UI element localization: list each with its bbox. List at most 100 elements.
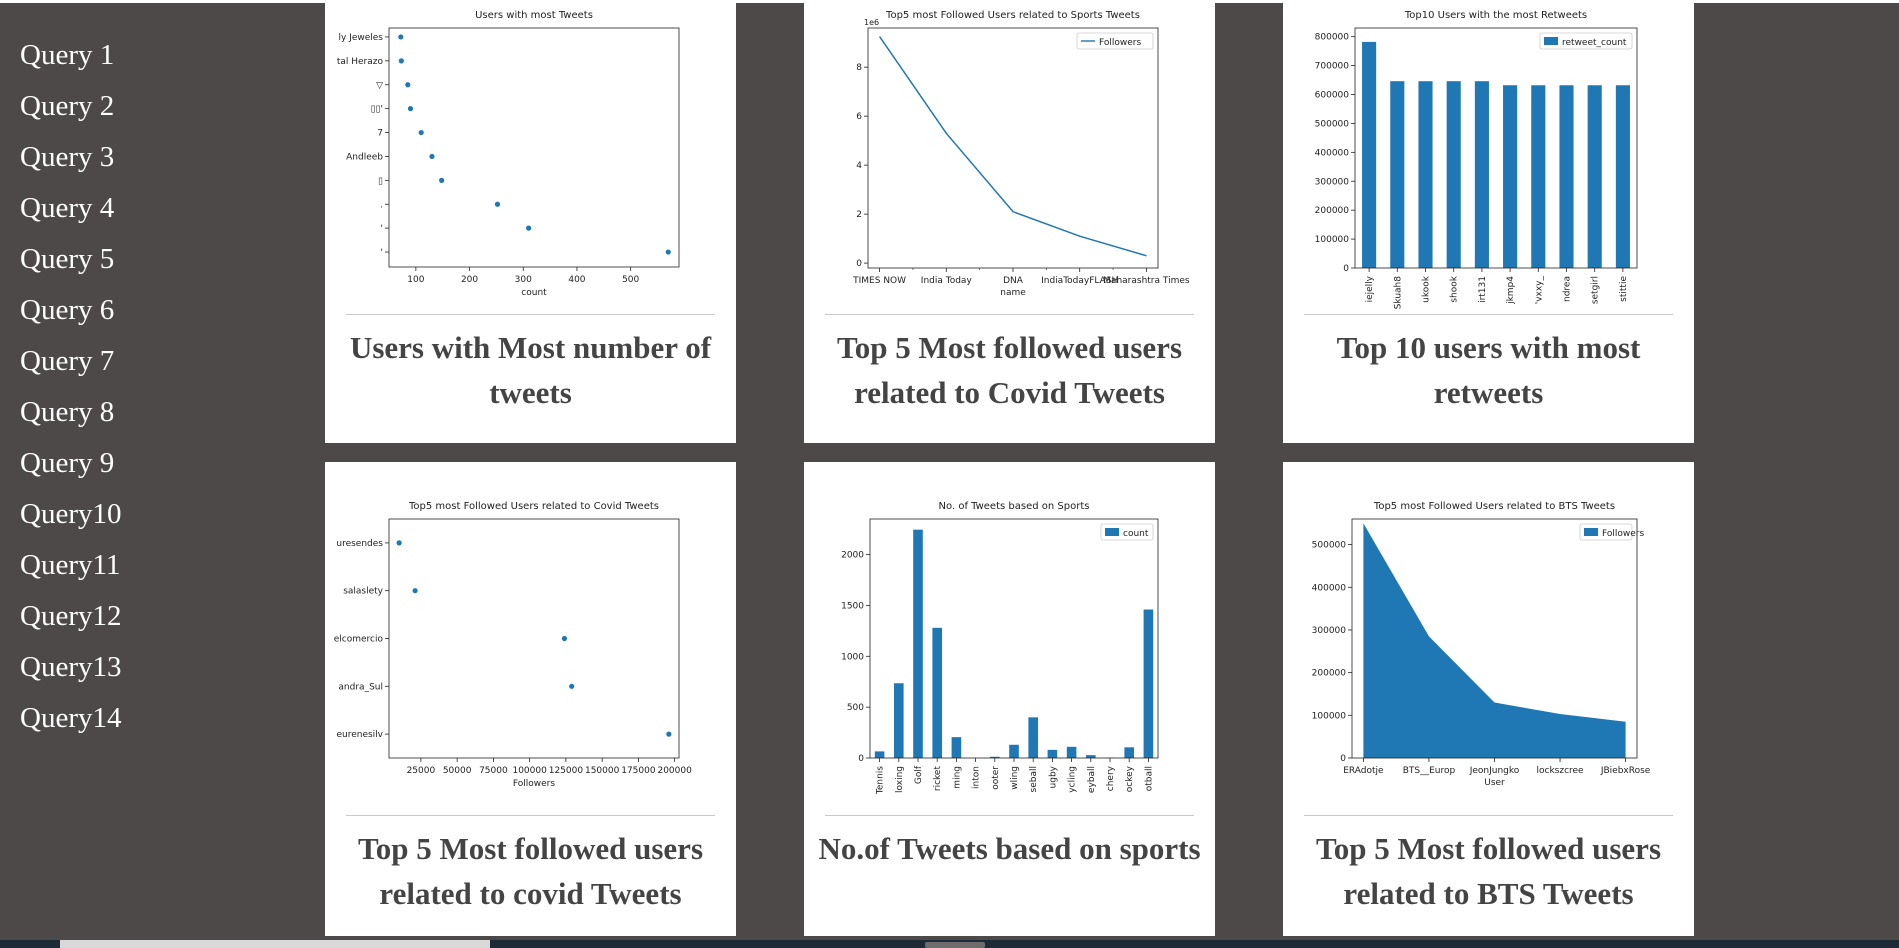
axis-offset-label: 1e6	[864, 18, 879, 27]
y-tick-label: 400000	[1312, 583, 1347, 593]
card-caption: Top 5 Most followed users related to BTS…	[1315, 831, 1662, 911]
y-tick-label: 1500	[841, 601, 864, 611]
legend-swatch	[1544, 37, 1558, 45]
card-divider	[1304, 314, 1673, 315]
x-tick-label: loxing	[895, 766, 905, 793]
x-tick-label: 150000	[585, 766, 620, 776]
sidebar-item-query-5[interactable]: Query 5	[20, 243, 115, 275]
chart-card-sports-followed: Top5 most Followed Users related to Spor…	[804, 2, 1215, 443]
sidebar-item-query-14[interactable]: Query14	[20, 702, 122, 734]
x-tick-label: 200	[461, 275, 478, 285]
sidebar-item-query-8[interactable]: Query 8	[20, 396, 115, 428]
y-tick-label: 100000	[1312, 711, 1347, 721]
plot-frame	[1351, 518, 1638, 759]
y-tick-label: 200000	[1315, 206, 1350, 216]
data-point	[407, 106, 414, 112]
x-tick-label: stittie	[1619, 276, 1629, 302]
chart-title: Top5 most Followed Users related to BTS …	[1373, 501, 1615, 512]
plot-frame	[869, 518, 1159, 759]
x-tick-label: lockszcree	[1536, 766, 1584, 776]
y-tick-label: 0	[1340, 754, 1346, 764]
chart-title: Users with most Tweets	[475, 10, 593, 21]
x-tick-label: ricket	[933, 766, 943, 792]
data-point	[439, 177, 445, 183]
x-tick-label: 125000	[549, 766, 584, 776]
taskbar-active-window[interactable]	[60, 940, 490, 948]
bar	[990, 756, 1000, 758]
x-tick-label: chery	[1106, 765, 1116, 791]
x-axis-label: Followers	[513, 779, 555, 789]
sidebar-item-query-4[interactable]: Query 4	[20, 192, 115, 224]
y-tick-label: 4	[856, 161, 862, 171]
area-fill	[1363, 523, 1626, 758]
sidebar-item-query-1[interactable]: Query 1	[20, 39, 115, 71]
y-tick-label: 1000	[841, 652, 864, 662]
x-tick-label: wling	[1010, 766, 1020, 790]
chart-most-tweets: Users with most Tweets 100 200 300 400 500 ly …	[337, 10, 680, 298]
sidebar-item-query-6[interactable]: Query 6	[20, 294, 115, 326]
plot-frame	[1354, 27, 1638, 269]
sidebar-item-query-2[interactable]: Query 2	[20, 90, 115, 122]
chart-title: Top5 most Followed Users related to Spor…	[885, 10, 1140, 21]
x-axis-label: User	[1484, 778, 1505, 788]
y-tick-label: ▯▯'	[371, 105, 383, 115]
sidebar-item-query-13[interactable]: Query13	[20, 651, 122, 683]
sidebar-item-query-3[interactable]: Query 3	[20, 141, 115, 173]
x-tick-label: ndrea	[1563, 276, 1573, 302]
legend-swatch	[1584, 528, 1598, 536]
y-tick-label: elcomercio	[334, 635, 384, 645]
legend-label: Followers	[1602, 529, 1644, 539]
bar	[1124, 747, 1134, 758]
query-sidebar: Query 1 Query 2 Query 3 Query 4 Query 5 …	[0, 30, 300, 744]
sidebar-item-query-9[interactable]: Query 9	[20, 447, 115, 479]
y-tick-label: andra_Sul	[338, 682, 383, 692]
data-point	[526, 225, 532, 231]
data-point	[405, 82, 411, 88]
y-tick-label: Andleeb	[346, 152, 383, 162]
chart-card-most-tweets: Users with most Tweets 100 200 300 400 500 ly …	[325, 2, 736, 443]
bar	[1143, 609, 1154, 758]
data-point	[412, 588, 418, 594]
x-tick-label: ockey	[1125, 765, 1135, 792]
x-tick-label: ERAdotje	[1343, 766, 1384, 776]
x-tick-label: irt131	[1478, 276, 1488, 303]
chart-retweets: Top10 Users with the most Retweets 0 10000…	[1315, 10, 1638, 309]
legend-swatch	[1105, 528, 1119, 536]
x-tick-label: Golf	[914, 765, 924, 784]
chart-covid-followed: Top5 most Followed Users related to Covi…	[334, 501, 692, 789]
x-tick-label: 75000	[479, 766, 508, 776]
legend-box	[1076, 32, 1154, 50]
x-tick-label: JeonJungko	[1469, 766, 1520, 776]
legend-box	[1539, 32, 1633, 50]
data-point	[418, 129, 424, 136]
bottom-taskbar	[0, 940, 1899, 948]
chart-card-retweets: Top10 Users with the most Retweets 0 10000…	[1283, 2, 1694, 443]
sidebar-item-query-12[interactable]: Query12	[20, 600, 122, 632]
data-point	[666, 731, 672, 737]
x-tick-label: TIMES NOW	[852, 276, 906, 286]
bar	[1066, 746, 1077, 758]
y-tick-label: 0	[858, 754, 864, 764]
y-tick-label: '	[381, 248, 383, 258]
x-tick-label: India Today	[921, 276, 973, 286]
data-point	[398, 58, 404, 64]
y-tick-label: ▯	[378, 176, 383, 186]
x-tick-label: setgirl	[1591, 276, 1601, 304]
x-tick-label: 200000	[657, 766, 692, 776]
data-point	[569, 683, 575, 689]
x-tick-label: 175000	[621, 766, 656, 776]
x-tick-label: eyball	[1087, 766, 1097, 793]
bar	[1474, 81, 1489, 268]
y-tick-label: 100000	[1315, 235, 1350, 245]
bar	[1028, 717, 1038, 758]
sidebar-item-query-10[interactable]: Query10	[20, 498, 122, 530]
series-line	[878, 36, 1147, 257]
bar	[1047, 749, 1058, 758]
sidebar-item-query-11[interactable]: Query11	[20, 549, 121, 581]
taskbar-indicator	[925, 942, 985, 948]
data-point	[398, 34, 404, 40]
x-tick-label: IndiaTodayFLASH	[1041, 276, 1118, 286]
card-caption: Top 10 users with most retweets	[1336, 330, 1641, 410]
x-tick-label: 25000	[407, 766, 436, 776]
sidebar-item-query-7[interactable]: Query 7	[20, 345, 115, 377]
